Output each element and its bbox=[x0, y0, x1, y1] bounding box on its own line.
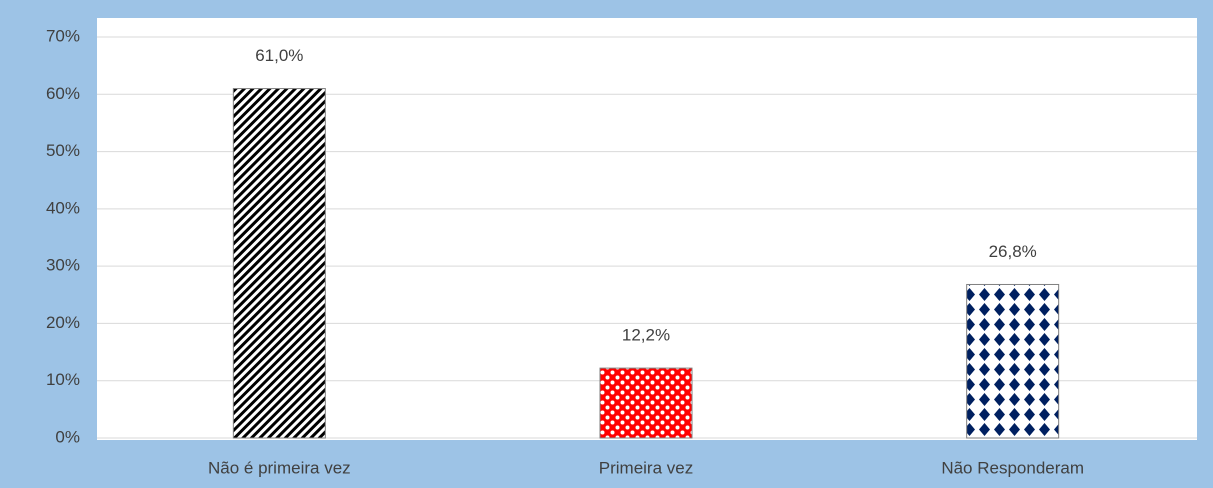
x-tick-label: Não Responderam bbox=[941, 458, 1084, 477]
bar bbox=[232, 88, 326, 439]
data-label: 61,0% bbox=[255, 46, 303, 65]
x-tick-label: Não é primeira vez bbox=[208, 458, 351, 477]
data-label: 12,2% bbox=[622, 326, 670, 345]
x-tick-label: Primeira vez bbox=[599, 458, 693, 477]
y-tick-label: 50% bbox=[46, 141, 80, 160]
y-tick-label: 40% bbox=[46, 198, 80, 217]
y-tick-label: 30% bbox=[46, 256, 80, 275]
y-tick-label: 0% bbox=[55, 427, 80, 446]
bar bbox=[599, 367, 693, 439]
y-tick-label: 10% bbox=[46, 370, 80, 389]
y-tick-label: 60% bbox=[46, 84, 80, 103]
bar bbox=[966, 283, 1060, 439]
y-tick-label: 70% bbox=[46, 26, 80, 45]
y-tick-label: 20% bbox=[46, 313, 80, 332]
data-label: 26,8% bbox=[989, 242, 1037, 261]
